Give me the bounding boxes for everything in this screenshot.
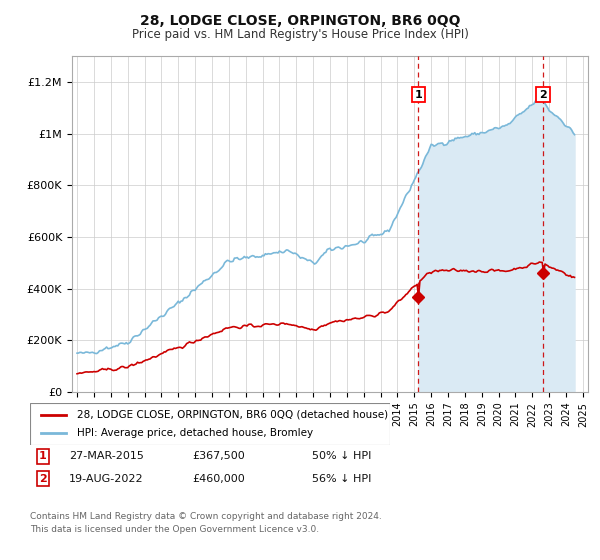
Text: HPI: Average price, detached house, Bromley: HPI: Average price, detached house, Brom… — [77, 428, 313, 438]
Text: Contains HM Land Registry data © Crown copyright and database right 2024.
This d: Contains HM Land Registry data © Crown c… — [30, 512, 382, 534]
Text: 1: 1 — [415, 90, 422, 100]
Text: 2: 2 — [539, 90, 547, 100]
Text: 19-AUG-2022: 19-AUG-2022 — [69, 474, 143, 484]
Text: 2: 2 — [39, 474, 47, 484]
Text: £460,000: £460,000 — [192, 474, 245, 484]
Text: £367,500: £367,500 — [192, 451, 245, 461]
Text: 28, LODGE CLOSE, ORPINGTON, BR6 0QQ: 28, LODGE CLOSE, ORPINGTON, BR6 0QQ — [140, 14, 460, 28]
FancyBboxPatch shape — [30, 403, 390, 445]
Text: 1: 1 — [39, 451, 47, 461]
Text: 50% ↓ HPI: 50% ↓ HPI — [312, 451, 371, 461]
Text: Price paid vs. HM Land Registry's House Price Index (HPI): Price paid vs. HM Land Registry's House … — [131, 28, 469, 41]
Text: 56% ↓ HPI: 56% ↓ HPI — [312, 474, 371, 484]
Text: 27-MAR-2015: 27-MAR-2015 — [69, 451, 144, 461]
Text: 28, LODGE CLOSE, ORPINGTON, BR6 0QQ (detached house): 28, LODGE CLOSE, ORPINGTON, BR6 0QQ (det… — [77, 410, 388, 420]
